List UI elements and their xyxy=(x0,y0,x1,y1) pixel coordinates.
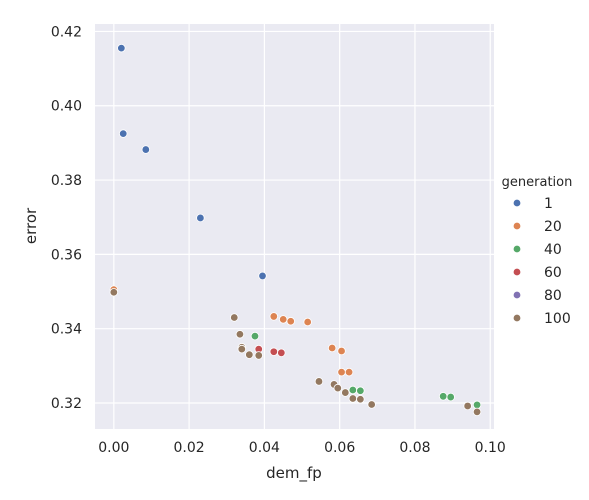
data-point-gen-20 xyxy=(303,317,312,327)
plot-background xyxy=(95,24,494,429)
data-point-gen-100 xyxy=(235,330,245,339)
legend-marker xyxy=(512,267,522,277)
legend-title: generation xyxy=(502,175,573,190)
data-point-gen-100 xyxy=(237,344,247,354)
data-point-gen-40 xyxy=(356,386,365,395)
x-tick-label: 0.10 xyxy=(475,440,506,456)
data-point-gen-40 xyxy=(348,385,358,395)
legend-marker xyxy=(512,221,522,231)
data-point-gen-40 xyxy=(446,392,455,402)
data-point-gen-100 xyxy=(348,394,358,403)
x-tick-label: 0.06 xyxy=(324,440,355,456)
data-points xyxy=(109,43,482,417)
data-point-gen-100 xyxy=(463,401,472,411)
x-tick-label: 0.08 xyxy=(399,440,430,456)
y-tick-labels: 0.32 0.34 0.36 0.38 0.40 0.42 xyxy=(51,24,82,412)
x-tick-label: 0.04 xyxy=(249,440,280,456)
data-point-gen-100 xyxy=(367,400,376,409)
data-point-gen-60 xyxy=(277,348,286,358)
data-point-gen-100 xyxy=(314,377,324,386)
data-point-gen-1 xyxy=(258,271,267,281)
data-point-gen-20 xyxy=(286,317,295,326)
y-tick-label: 0.34 xyxy=(51,322,82,338)
y-tick-label: 0.38 xyxy=(51,173,82,189)
x-axis-label: dem_fp xyxy=(266,464,322,483)
legend-label: 100 xyxy=(544,311,571,327)
data-point-gen-20 xyxy=(279,315,288,324)
legend-label: 1 xyxy=(544,196,553,212)
data-point-gen-20 xyxy=(269,312,278,321)
data-point-gen-40 xyxy=(438,392,448,401)
legend-marker xyxy=(512,313,522,323)
legend-label: 40 xyxy=(544,242,562,258)
data-point-gen-20 xyxy=(337,367,346,377)
data-point-gen-1 xyxy=(119,129,128,138)
data-point-gen-100 xyxy=(245,350,254,359)
data-point-gen-60 xyxy=(269,347,278,356)
legend-marker xyxy=(512,244,522,254)
y-axis-label: error xyxy=(22,207,40,244)
data-point-gen-100 xyxy=(341,388,350,397)
data-point-gen-20 xyxy=(327,343,337,353)
data-point-gen-1 xyxy=(117,43,126,53)
y-tick-label: 0.36 xyxy=(51,247,82,263)
x-tick-label: 0.00 xyxy=(98,440,129,456)
data-point-gen-100 xyxy=(333,383,342,393)
x-tick-label: 0.02 xyxy=(174,440,205,456)
data-point-gen-20 xyxy=(344,367,354,377)
data-point-gen-1 xyxy=(141,145,151,154)
data-point-gen-100 xyxy=(472,407,482,417)
grid-lines xyxy=(95,24,494,429)
x-tick-labels: 0.00 0.02 0.04 0.06 0.08 0.10 xyxy=(98,440,506,456)
legend-marker xyxy=(512,198,522,208)
data-point-gen-1 xyxy=(196,213,205,223)
legend-entries: 1 20 40 60 80 100 xyxy=(512,196,571,327)
data-point-gen-100 xyxy=(356,395,365,404)
legend-label: 80 xyxy=(544,288,562,304)
y-tick-label: 0.42 xyxy=(51,24,82,40)
legend-marker xyxy=(512,290,522,300)
y-tick-label: 0.32 xyxy=(51,396,82,412)
legend-label: 60 xyxy=(544,265,562,281)
data-point-gen-40 xyxy=(250,331,260,341)
legend: generation 1 20 40 60 80 100 xyxy=(502,175,573,327)
data-point-gen-100 xyxy=(230,313,239,322)
data-point-gen-20 xyxy=(337,346,346,356)
data-point-gen-100 xyxy=(254,351,263,360)
data-point-gen-100 xyxy=(109,288,119,297)
y-tick-label: 0.40 xyxy=(51,99,82,115)
legend-label: 20 xyxy=(544,219,562,235)
data-point-gen-40 xyxy=(472,400,482,410)
